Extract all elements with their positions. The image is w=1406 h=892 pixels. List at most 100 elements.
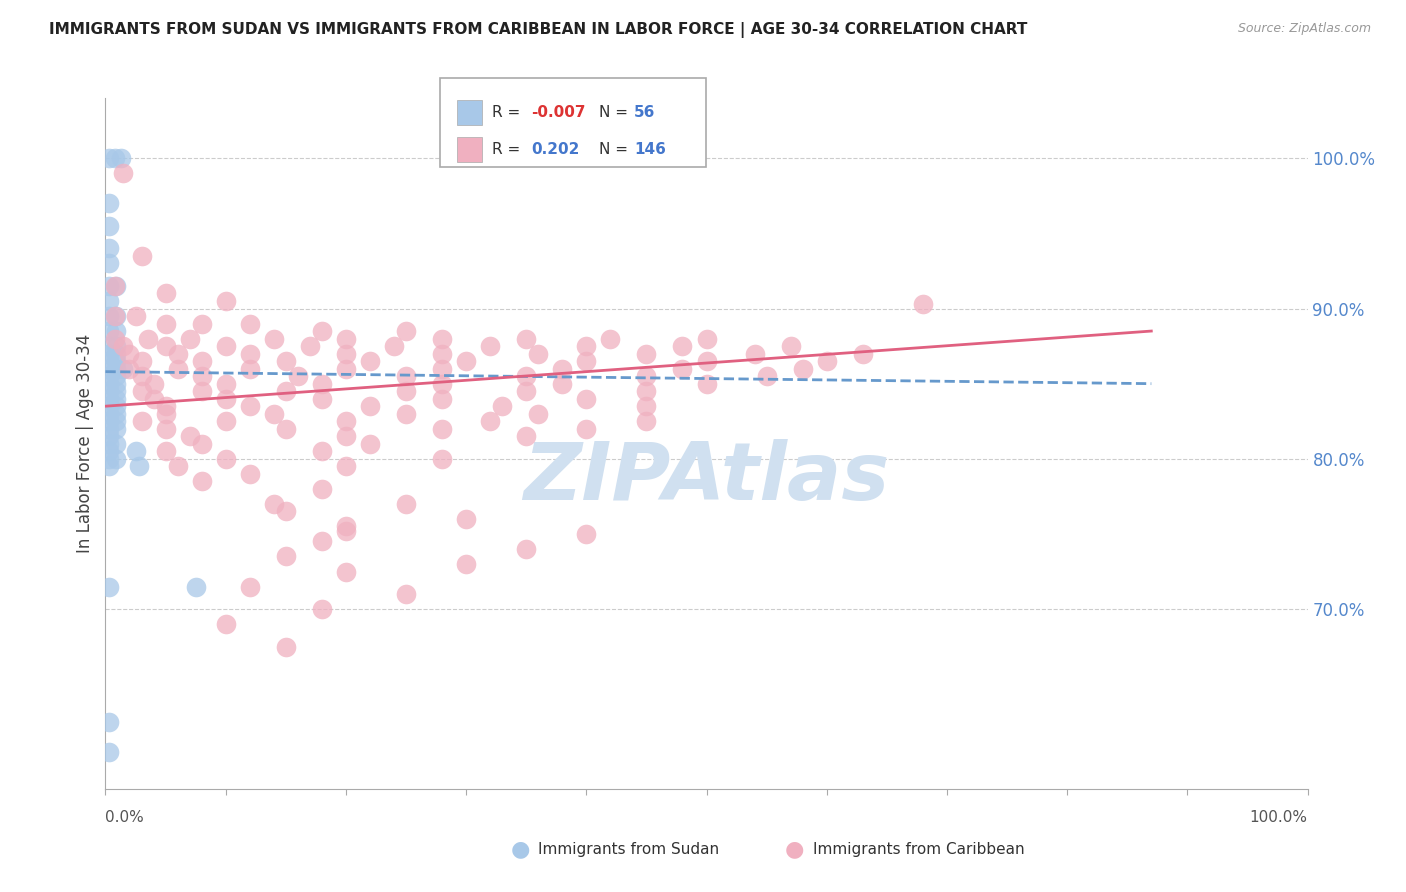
Point xyxy=(575,392,598,406)
Point xyxy=(382,339,405,353)
Point xyxy=(395,587,418,601)
Point xyxy=(335,565,357,579)
Point xyxy=(98,219,121,233)
Point xyxy=(98,324,121,338)
Point xyxy=(430,346,453,360)
Point xyxy=(105,414,128,428)
Point xyxy=(155,286,177,301)
Point xyxy=(755,369,778,384)
Point xyxy=(335,361,357,376)
Point xyxy=(105,422,128,436)
Point xyxy=(142,392,165,406)
Point xyxy=(105,354,128,368)
Point xyxy=(815,354,838,368)
Text: ZIPAtlas: ZIPAtlas xyxy=(523,440,890,517)
Text: 146: 146 xyxy=(634,142,666,157)
Point xyxy=(911,297,934,311)
Point xyxy=(190,369,212,384)
Point xyxy=(239,346,262,360)
Point xyxy=(551,376,574,391)
Text: N =: N = xyxy=(599,142,633,157)
Point xyxy=(274,354,297,368)
Text: Immigrants from Caribbean: Immigrants from Caribbean xyxy=(813,842,1025,856)
Point xyxy=(274,384,297,399)
Text: ●: ● xyxy=(785,839,804,859)
Text: 56: 56 xyxy=(634,105,655,120)
Point xyxy=(105,339,128,353)
Point xyxy=(779,339,801,353)
Point xyxy=(395,497,418,511)
Point xyxy=(214,451,236,466)
Point xyxy=(430,332,453,346)
Point xyxy=(184,580,207,594)
Point xyxy=(744,346,766,360)
Point xyxy=(311,602,333,616)
Point xyxy=(430,422,453,436)
Point xyxy=(214,617,236,632)
Text: IMMIGRANTS FROM SUDAN VS IMMIGRANTS FROM CARIBBEAN IN LABOR FORCE | AGE 30-34 CO: IMMIGRANTS FROM SUDAN VS IMMIGRANTS FROM… xyxy=(49,22,1028,38)
Point xyxy=(190,384,212,399)
Point xyxy=(104,279,127,293)
Point xyxy=(105,324,128,338)
Point xyxy=(311,444,333,458)
Point xyxy=(239,317,262,331)
Point xyxy=(179,429,201,443)
Point xyxy=(105,361,128,376)
Point xyxy=(479,339,502,353)
Point xyxy=(454,354,477,368)
Point xyxy=(430,376,453,391)
Point xyxy=(395,407,418,421)
Point xyxy=(636,346,658,360)
Point xyxy=(214,293,236,308)
Text: 100.0%: 100.0% xyxy=(1250,810,1308,825)
Point xyxy=(98,714,121,729)
Point xyxy=(105,399,128,413)
Point xyxy=(190,354,212,368)
Point xyxy=(98,369,121,384)
Point xyxy=(98,399,121,413)
Point xyxy=(98,339,121,353)
Point xyxy=(636,414,658,428)
Point xyxy=(335,414,357,428)
Point xyxy=(136,332,159,346)
Point xyxy=(98,745,121,759)
Point xyxy=(105,437,128,451)
Point xyxy=(636,399,658,413)
Point xyxy=(166,459,188,474)
Point xyxy=(131,249,153,263)
Point xyxy=(335,519,357,533)
Point xyxy=(98,580,121,594)
Point xyxy=(671,339,693,353)
Point xyxy=(636,384,658,399)
Point xyxy=(155,339,177,353)
Point xyxy=(112,166,135,180)
Point xyxy=(515,541,537,556)
Point xyxy=(515,384,537,399)
Point xyxy=(395,384,418,399)
Point xyxy=(263,407,285,421)
Point xyxy=(155,444,177,458)
Point xyxy=(105,451,128,466)
Point xyxy=(454,557,477,571)
Point xyxy=(575,527,598,541)
Text: 0.202: 0.202 xyxy=(531,142,579,157)
Point xyxy=(104,151,127,165)
Point xyxy=(479,414,502,428)
Point xyxy=(98,361,121,376)
Point xyxy=(124,309,146,323)
Point xyxy=(696,354,718,368)
Point xyxy=(190,317,212,331)
Point xyxy=(131,354,153,368)
Point xyxy=(551,361,574,376)
Point xyxy=(515,369,537,384)
Point xyxy=(131,414,153,428)
Text: Immigrants from Sudan: Immigrants from Sudan xyxy=(538,842,720,856)
Point xyxy=(98,354,121,368)
Point xyxy=(112,339,135,353)
Point xyxy=(311,392,333,406)
Point xyxy=(527,346,550,360)
Point xyxy=(335,429,357,443)
Point xyxy=(311,482,333,496)
Point xyxy=(214,376,236,391)
Point xyxy=(105,407,128,421)
